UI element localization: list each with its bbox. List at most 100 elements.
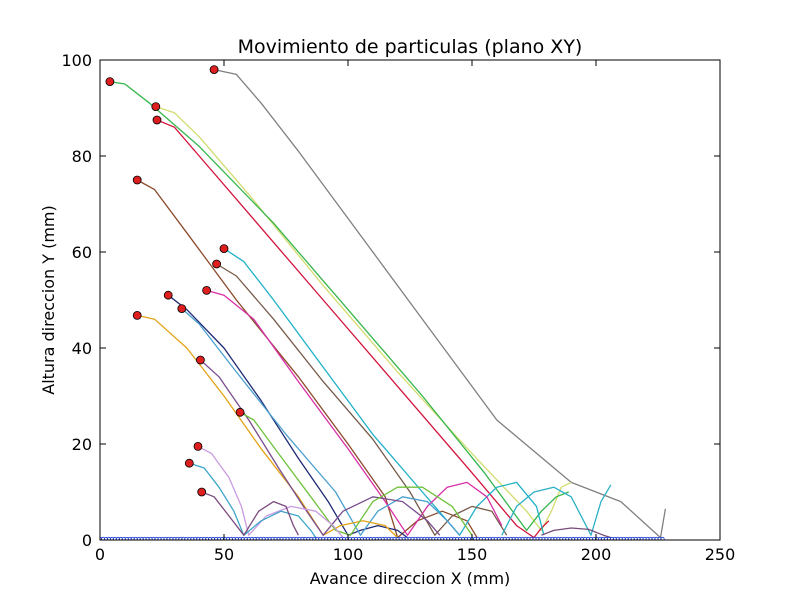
floor-point — [535, 536, 540, 540]
trajectory-line-13 — [239, 411, 473, 536]
floor-point — [437, 536, 442, 540]
floor-point — [615, 536, 620, 540]
floor-point — [529, 536, 534, 540]
floor-point — [553, 536, 558, 540]
floor-point — [588, 536, 594, 540]
floor-point — [565, 536, 570, 540]
trajectory-line-14 — [197, 445, 344, 539]
floor-point — [121, 536, 126, 540]
floor-point — [327, 536, 332, 540]
floor-point — [624, 536, 629, 540]
floor-point — [252, 536, 257, 540]
x-tick-label: 0 — [95, 545, 105, 564]
start-point-5 — [132, 175, 142, 185]
plot-frame — [99, 59, 721, 541]
start-point-1 — [105, 77, 115, 86]
y-axis-label: Altura direccion Y (mm) — [39, 205, 58, 395]
floor-point — [597, 536, 603, 540]
y-tick-label: 20 — [72, 435, 92, 454]
floor-point — [190, 536, 195, 540]
floor-point — [633, 536, 638, 540]
floor-point — [109, 536, 114, 540]
floor-point — [627, 536, 632, 540]
floor-point — [461, 536, 466, 540]
floor-point — [214, 536, 219, 540]
floor-point — [312, 536, 317, 540]
floor-point — [538, 536, 543, 540]
floor-point — [657, 536, 662, 540]
trajectory-line-6 — [223, 248, 545, 536]
start-point-8 — [202, 285, 212, 295]
trajectory-line-12 — [199, 359, 441, 536]
floor-point — [475, 536, 481, 540]
x-axis-label: Avance direccion X (mm) — [310, 569, 511, 588]
floor-point — [499, 536, 504, 540]
floor-point — [654, 536, 659, 540]
floor-point — [645, 536, 650, 540]
trajectory-line-16 — [201, 491, 299, 536]
floor-point — [300, 536, 305, 540]
floor-point — [636, 536, 641, 540]
trajectory-line-1 — [213, 68, 667, 539]
trajectory-line-15 — [189, 462, 317, 538]
floor-point — [577, 536, 582, 540]
floor-point — [612, 536, 617, 540]
floor-point — [511, 536, 516, 540]
floor-point — [350, 536, 356, 540]
floor-point — [237, 536, 242, 540]
floor-point — [517, 536, 522, 540]
trajectory-line-4 — [156, 119, 550, 539]
floor-point — [556, 536, 561, 540]
start-point-6 — [219, 244, 229, 254]
chart-title: Movimiento de particulas (plano XY) — [238, 36, 583, 58]
floor-point — [630, 536, 635, 540]
floor-point — [618, 536, 623, 540]
start-point-15 — [184, 458, 194, 468]
trajectory-line-7 — [216, 263, 508, 536]
floor-point — [264, 536, 269, 540]
floor-point — [103, 536, 109, 540]
y-tick-label: 100 — [61, 51, 92, 70]
floor-point — [118, 536, 123, 540]
floor-point — [225, 536, 231, 540]
floor-point — [362, 536, 367, 540]
floor-point — [115, 536, 120, 540]
floor-point — [532, 536, 537, 540]
floor-point — [660, 536, 665, 540]
floor-point — [639, 536, 644, 540]
axis-ticks: 0 50 100 150 200 250 0 20 40 60 80 100 — [61, 51, 735, 564]
start-point-16 — [197, 487, 207, 497]
floor-point — [487, 536, 492, 540]
floor-point — [547, 536, 552, 540]
start-point-9 — [163, 290, 173, 300]
x-tick-label: 250 — [705, 545, 736, 564]
floor-point — [520, 536, 525, 540]
floor-point — [413, 536, 418, 540]
floor-point — [514, 536, 519, 540]
floor-point — [603, 536, 608, 540]
start-point-7 — [212, 259, 222, 269]
floor-point — [449, 536, 454, 540]
start-point-14 — [193, 441, 203, 451]
x-tick-label: 200 — [581, 545, 612, 564]
floor-point — [178, 536, 183, 540]
floor-point — [609, 536, 614, 540]
start-point-10 — [177, 304, 187, 314]
floor-point — [642, 536, 647, 540]
floor-point — [580, 536, 585, 540]
start-point-11 — [132, 310, 142, 320]
floor-point — [401, 536, 406, 540]
y-tick-label: 0 — [82, 531, 92, 550]
floor-point — [586, 536, 591, 540]
floor-point — [276, 536, 281, 540]
floor-point — [648, 536, 653, 540]
trajectory-line-9 — [167, 294, 408, 539]
start-point-2 — [209, 65, 219, 74]
start-point-3 — [151, 102, 161, 111]
trajectory-line-18 — [541, 527, 612, 539]
floor-point — [541, 536, 546, 540]
floor-point — [559, 536, 564, 540]
floor-point — [151, 536, 156, 540]
y-tick-label: 40 — [72, 339, 92, 358]
